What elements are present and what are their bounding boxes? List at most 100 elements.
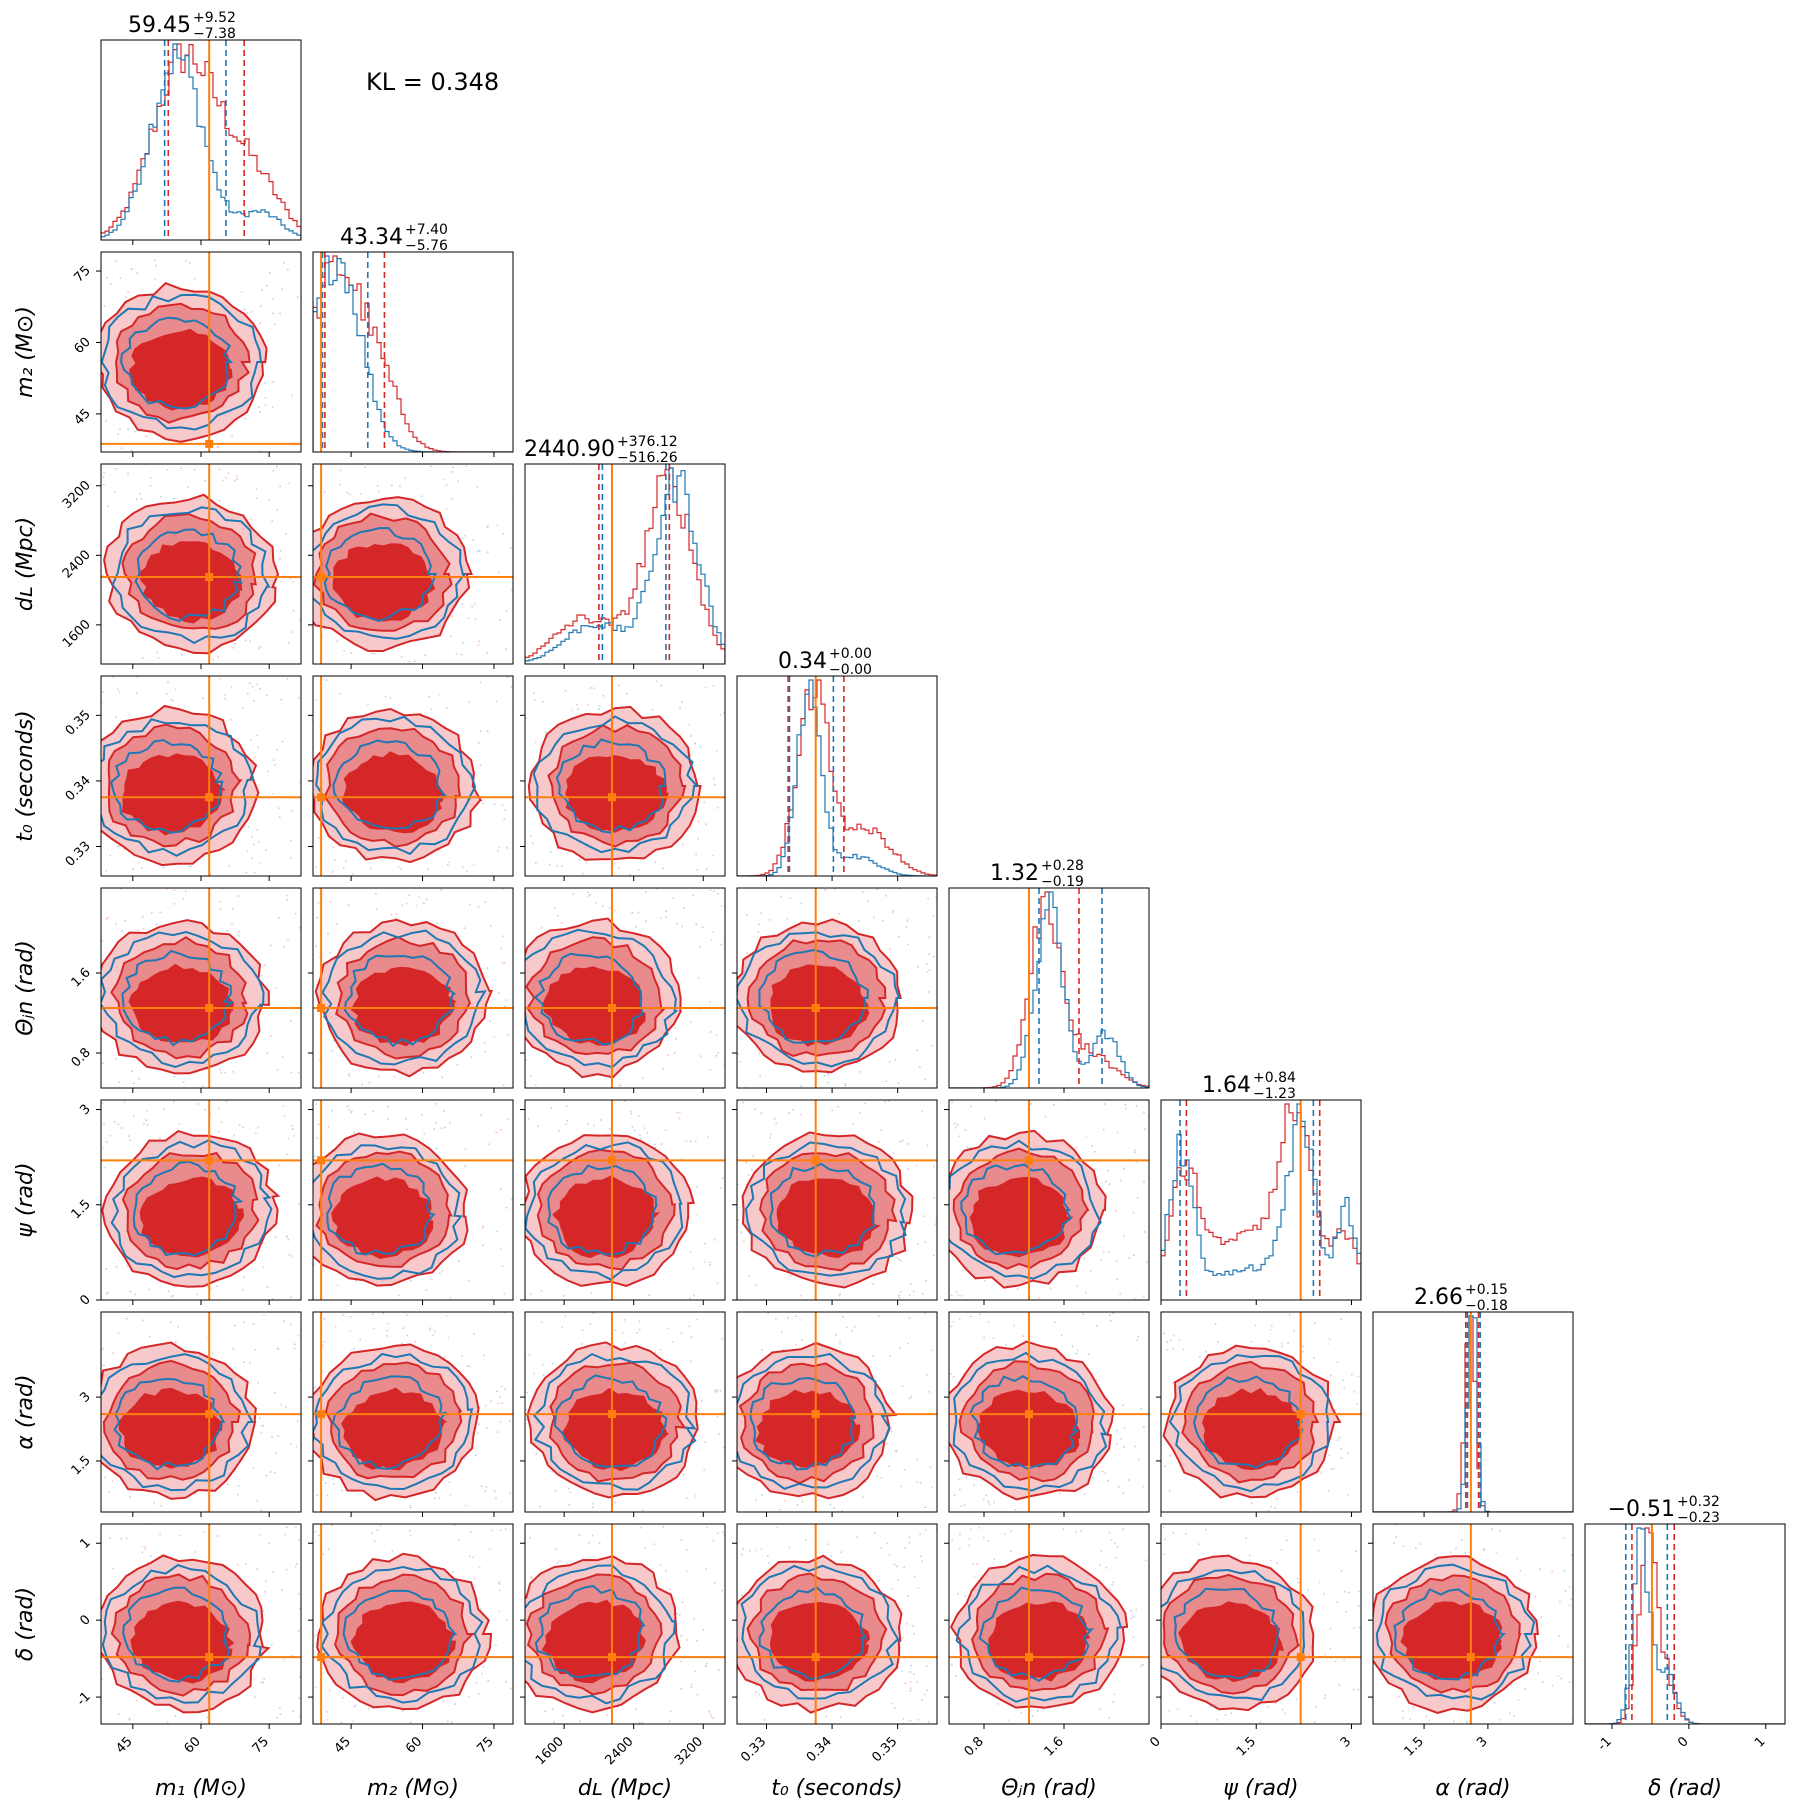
y-tick-label: 3: [77, 1102, 93, 1118]
sample-point: [924, 1528, 927, 1531]
sample-point: [719, 1390, 722, 1392]
x-tick-label: 75: [474, 1734, 496, 1756]
sample-point: [643, 1547, 646, 1550]
sample-point: [742, 1547, 745, 1550]
sample-point: [590, 1292, 593, 1294]
sample-point: [544, 1710, 547, 1713]
sample-point: [669, 1710, 672, 1713]
sample-point: [709, 889, 712, 892]
sample-point: [1005, 1343, 1007, 1346]
sample-point: [740, 1594, 743, 1597]
sample-point: [1135, 1608, 1138, 1611]
sample-point: [591, 1534, 594, 1537]
sample-point: [789, 1274, 792, 1277]
panel-content: [1585, 1524, 1785, 1724]
sample-point: [745, 1161, 748, 1164]
sample-point: [126, 1265, 128, 1268]
panel-content: [101, 40, 301, 240]
sample-point: [580, 1343, 583, 1345]
ylabel-dL: dʟ (Mpc): [13, 517, 38, 611]
sample-point: [137, 861, 140, 864]
panel-alpha-theta_jn: [944, 1311, 1150, 1517]
sample-point: [1198, 1355, 1201, 1358]
y-tick-label: 2400: [60, 548, 94, 582]
truth-marker: [205, 573, 214, 582]
blue-contour-inner: [113, 1377, 226, 1471]
panel-content: [101, 1100, 301, 1300]
panel-content: [313, 1524, 513, 1724]
sample-point: [1116, 1278, 1119, 1281]
sample-point: [115, 716, 117, 719]
blue-contour-outer: [111, 506, 271, 645]
sample-point: [551, 1362, 554, 1365]
sample-point: [791, 1108, 794, 1111]
sample-point: [926, 1144, 929, 1147]
sample-point: [681, 701, 683, 704]
sample-point: [233, 1134, 236, 1137]
panel-content: [737, 676, 937, 876]
sample-point: [972, 1563, 975, 1566]
panel-content: [313, 252, 513, 452]
sample-point: [978, 1526, 981, 1529]
sample-point: [258, 840, 260, 843]
sample-point: [293, 1134, 296, 1137]
sample-point: [587, 1541, 590, 1544]
sample-point: [226, 1483, 229, 1486]
sample-point: [637, 911, 640, 914]
sample-point: [695, 1318, 698, 1321]
sample-point: [323, 490, 326, 493]
truth-marker: [1025, 1156, 1033, 1165]
sample-point: [473, 1333, 476, 1335]
sample-point: [598, 1541, 601, 1544]
sample-point: [408, 1529, 411, 1532]
sample-point: [327, 1125, 330, 1128]
xlabel-t0: t₀ (seconds): [771, 1776, 903, 1801]
sample-point: [248, 682, 251, 685]
sample-point: [983, 1117, 986, 1120]
sample-point: [888, 1553, 891, 1556]
sample-point: [316, 1137, 319, 1140]
panel-frame: [948, 887, 1150, 1089]
sample-point: [659, 1348, 662, 1351]
sample-point: [542, 1374, 545, 1377]
panel-title-value: 1.32: [990, 861, 1039, 886]
sample-point: [908, 1397, 911, 1400]
sample-point: [272, 381, 275, 384]
sample-point: [1357, 1375, 1360, 1378]
sample-point: [359, 493, 362, 495]
sample-point: [665, 916, 668, 919]
sample-point: [314, 1530, 317, 1533]
sample-point: [120, 1537, 123, 1540]
panel-frame: [524, 887, 726, 1089]
sample-point: [142, 1122, 145, 1125]
red-contour-inner: [1202, 1387, 1304, 1471]
sample-point: [476, 485, 479, 488]
sample-point: [440, 1127, 443, 1130]
sample-point: [696, 1213, 699, 1216]
sample-point: [350, 1315, 352, 1318]
sample-point: [1195, 1720, 1198, 1723]
blue-contour-outer: [110, 1139, 273, 1279]
sample-point: [678, 1111, 681, 1114]
blue-contour-outer: [101, 1563, 262, 1704]
sample-point: [708, 1710, 711, 1713]
sample-point: [553, 1721, 555, 1724]
sample-point: [354, 1704, 357, 1707]
panel-title-upper: +7.40: [405, 222, 448, 238]
sample-point: [1178, 1338, 1181, 1341]
sample-point: [408, 660, 411, 663]
sample-point: [655, 680, 658, 683]
sample-point: [430, 708, 433, 711]
sample-point: [402, 1327, 405, 1330]
sample-point: [230, 686, 233, 689]
sample-point: [576, 703, 579, 706]
sample-point: [279, 1713, 282, 1716]
truth-marker: [1296, 1653, 1305, 1662]
sample-point: [758, 1693, 761, 1696]
sample-point: [113, 491, 116, 494]
red-contour-inner: [552, 1175, 661, 1259]
sample-point: [491, 1529, 494, 1532]
sample-point: [1498, 1530, 1501, 1532]
sample-point: [697, 1408, 699, 1410]
sample-point: [470, 1530, 473, 1533]
